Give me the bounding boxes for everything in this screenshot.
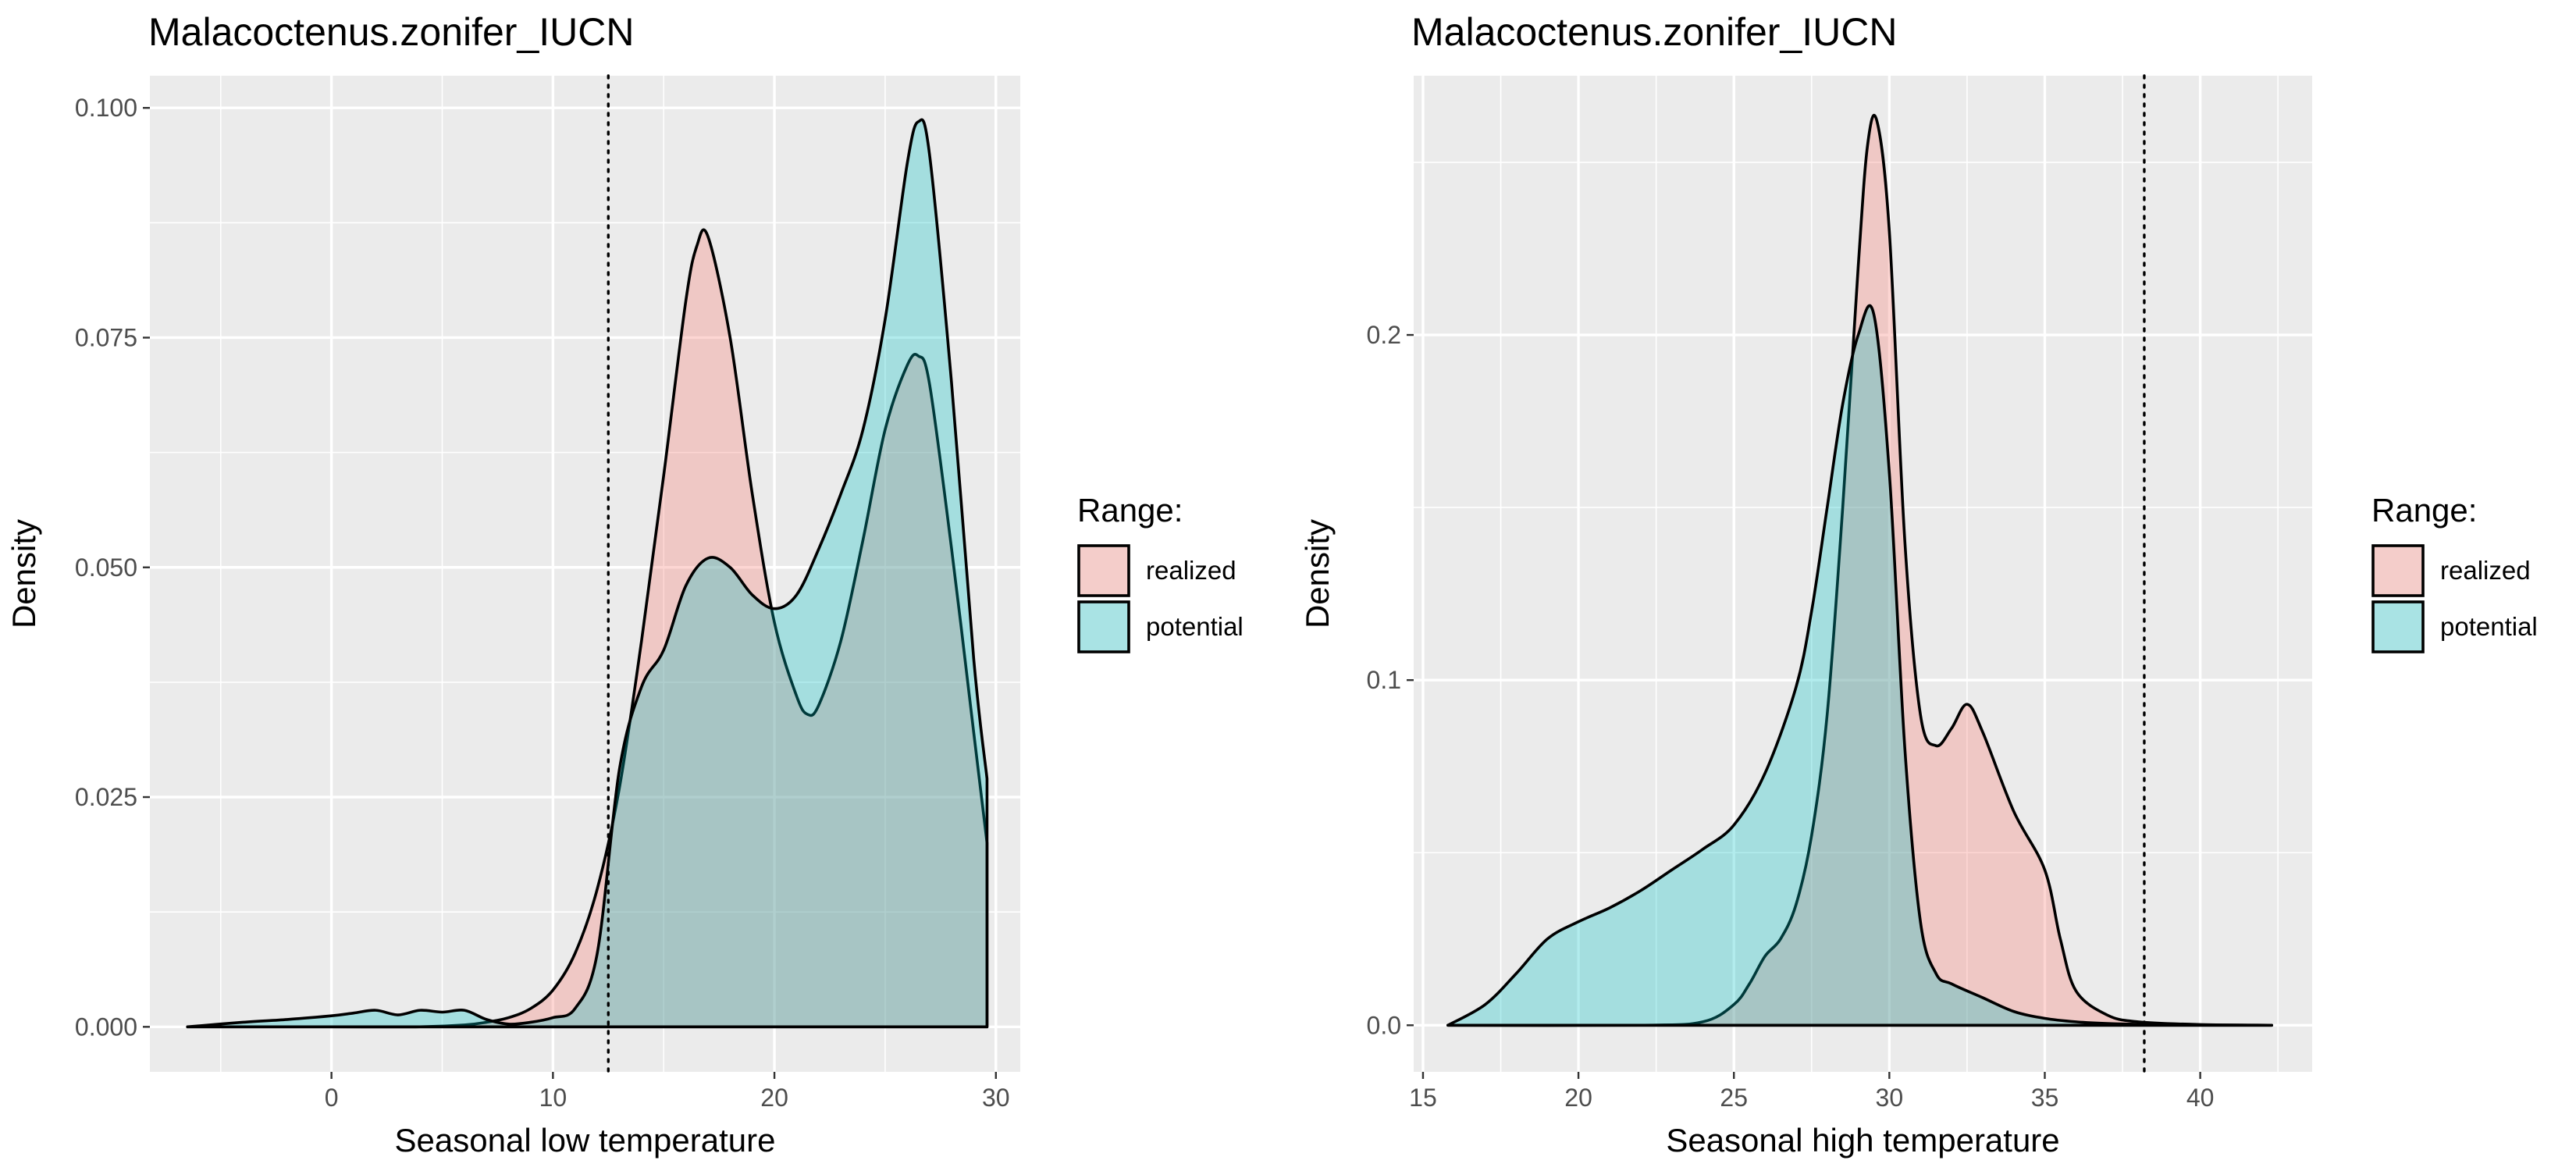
y-axis-label: Density bbox=[5, 519, 42, 628]
y-tick-label: 0.1 bbox=[1367, 666, 1401, 694]
legend-key-realized bbox=[2371, 544, 2425, 597]
y-axis-label: Density bbox=[1299, 519, 1336, 628]
legend-label-realized: realized bbox=[2440, 556, 2531, 585]
legend-key-potential bbox=[2371, 600, 2425, 653]
x-axis-label: Seasonal high temperature bbox=[1666, 1122, 2059, 1159]
x-tick-label: 30 bbox=[982, 1084, 1010, 1112]
legend-title: Range: bbox=[2371, 492, 2477, 529]
density-area-realized bbox=[186, 228, 989, 1029]
y-tick-label: 0.025 bbox=[75, 783, 137, 811]
legend-label-realized: realized bbox=[1146, 556, 1236, 585]
density-panel-right: 15 20 25 30 35 40 0.0 0.1 0.2 Malacoctenus.zonife… bbox=[1299, 10, 2538, 1159]
y-tick-label: 0.075 bbox=[75, 323, 137, 351]
y-tick-label: 0.050 bbox=[75, 553, 137, 582]
legend-key-background bbox=[1077, 544, 1130, 597]
x-tick-label: 40 bbox=[2186, 1084, 2215, 1112]
x-tick-label: 25 bbox=[1720, 1084, 1748, 1112]
y-tick-label: 0.2 bbox=[1367, 321, 1401, 349]
legend-key-background bbox=[2371, 600, 2425, 653]
density-area-realized bbox=[1446, 114, 2274, 1027]
y-tick-label: 0.0 bbox=[1367, 1011, 1401, 1039]
legend-key-realized bbox=[1077, 544, 1130, 597]
x-tick-label: 20 bbox=[760, 1084, 788, 1112]
legend-label-potential: potential bbox=[1146, 612, 1244, 641]
plot-background bbox=[150, 76, 1020, 1072]
legend-key-background bbox=[2371, 544, 2425, 597]
density-panel-left: 0 10 20 30 0.000 0.025 0.050 0.075 0.100 Malacoct… bbox=[5, 10, 1244, 1159]
x-tick-label: 20 bbox=[1564, 1084, 1592, 1112]
chart-title: Malacoctenus.zonifer_IUCN bbox=[1411, 10, 1898, 54]
plot-background bbox=[1414, 76, 2312, 1072]
y-tick-label: 0.000 bbox=[75, 1013, 137, 1041]
legend-key-potential bbox=[1077, 600, 1130, 653]
x-tick-label: 15 bbox=[1409, 1084, 1437, 1112]
density-area-potential bbox=[1446, 304, 2274, 1027]
y-tick-label: 0.100 bbox=[75, 94, 137, 122]
x-tick-label: 30 bbox=[1876, 1084, 1904, 1112]
x-tick-label: 0 bbox=[325, 1084, 339, 1112]
density-area-potential bbox=[186, 118, 989, 1029]
legend-label-potential: potential bbox=[2440, 612, 2538, 641]
chart-title: Malacoctenus.zonifer_IUCN bbox=[148, 10, 635, 54]
legend-title: Range: bbox=[1077, 492, 1183, 529]
x-tick-label: 35 bbox=[2031, 1084, 2059, 1112]
x-axis-label: Seasonal low temperature bbox=[395, 1122, 776, 1159]
legend-key-background bbox=[1077, 600, 1130, 653]
x-tick-label: 10 bbox=[539, 1084, 568, 1112]
